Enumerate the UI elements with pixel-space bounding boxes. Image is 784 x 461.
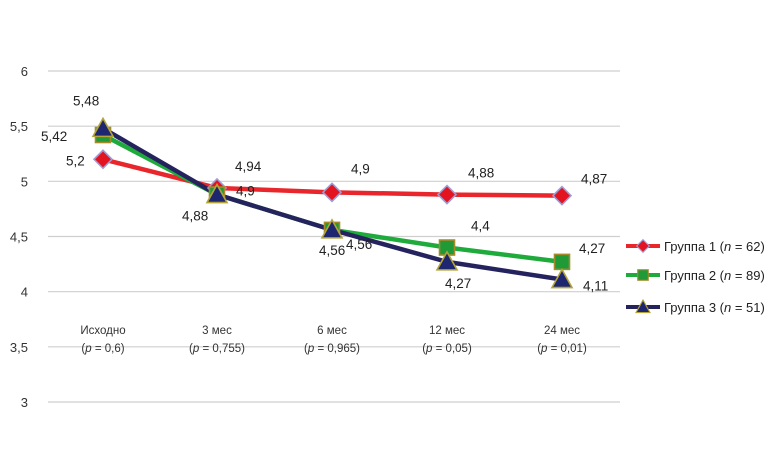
- legend-label: Группа 3 (n = 51): [664, 300, 765, 315]
- data-label-series-2: 4,27: [579, 241, 605, 256]
- legend-label: Группа 2 (n = 89): [664, 268, 765, 283]
- p-open: (: [189, 343, 193, 355]
- x-tick-p-value: (p = 0,755): [189, 343, 245, 355]
- p-value: = 0,755): [199, 343, 245, 355]
- x-tick-label: Исходно: [80, 325, 125, 337]
- p-letter: p: [84, 343, 92, 355]
- p-value: = 0,965): [314, 343, 360, 355]
- x-tick-p-value: (p = 0,6): [81, 343, 124, 355]
- x-tick-p-value: (p = 0,965): [304, 343, 360, 355]
- data-labels: 5,2 4,94 4,9 4,88 4,87 5,42 4,9 4,56 4,4 4,27 5,48…: [41, 93, 608, 293]
- data-point-series-3: [550, 267, 574, 289]
- data-label-series-2: 4,56: [346, 237, 372, 252]
- data-label-series-2: 4,9: [236, 184, 255, 199]
- series-markers: [91, 116, 574, 289]
- data-point-series-3: [91, 116, 115, 138]
- x-axis: Исходно(p = 0,6)3 мес(p = 0,755)6 мес(p …: [80, 325, 587, 355]
- y-tick-label: 3: [21, 395, 28, 410]
- data-point-series-3: [320, 218, 344, 239]
- y-axis: 3 3,5 4 4,5 5 5,5 6: [10, 64, 28, 410]
- x-tick-label: 12 мес: [429, 325, 465, 337]
- data-label-series-3: 4,11: [583, 279, 608, 294]
- data-point-series-1: [92, 149, 114, 170]
- data-point-series-1: [551, 185, 573, 206]
- p-value: = 0,6): [92, 343, 125, 355]
- y-tick-label: 6: [21, 64, 28, 79]
- y-tick-label: 4: [21, 285, 28, 300]
- legend-label: Группа 1 (n = 62): [664, 239, 765, 254]
- data-point-series-1: [436, 184, 458, 205]
- legend-swatch-marker: [635, 238, 651, 254]
- y-tick-label: 4,5: [10, 230, 28, 245]
- legend: Группа 1 (n = 62) Группа 2 (n = 89) Группа…: [626, 238, 765, 315]
- x-tick-label: 24 мес: [544, 325, 580, 337]
- data-label-series-3: 4,27: [445, 276, 471, 291]
- x-tick-p-value: (p = 0,01): [537, 343, 587, 355]
- x-tick-p-value: (p = 0,05): [422, 343, 472, 355]
- p-letter: p: [540, 343, 548, 355]
- data-point-series-3: [435, 250, 459, 271]
- p-open: (: [304, 343, 308, 355]
- data-label-series-2: 4,4: [471, 219, 490, 234]
- p-letter: p: [425, 343, 433, 355]
- p-letter: p: [192, 343, 200, 355]
- legend-item-3: Группа 3 (n = 51): [626, 298, 765, 315]
- data-label-series-2: 5,42: [41, 129, 67, 144]
- p-open: (: [537, 343, 541, 355]
- legend-item-1: Группа 1 (n = 62): [626, 238, 765, 254]
- data-label-series-1: 4,9: [351, 161, 370, 176]
- data-point-series-2: [553, 253, 571, 271]
- grid-lines: [48, 70, 620, 403]
- data-label-series-1: 4,87: [581, 172, 607, 187]
- data-label-series-1: 4,94: [235, 159, 262, 174]
- data-point-series-3: [205, 182, 229, 204]
- p-value: = 0,05): [432, 343, 471, 355]
- data-label-series-3: 5,48: [73, 93, 99, 108]
- legend-swatch-marker: [637, 269, 649, 281]
- data-label-series-1: 4,88: [468, 166, 494, 181]
- x-tick-label: 6 мес: [317, 325, 347, 337]
- data-label-series-1: 5,2: [66, 153, 85, 168]
- data-label-series-3: 4,56: [319, 243, 345, 258]
- y-tick-label: 3,5: [10, 340, 28, 355]
- p-value: = 0,01): [547, 343, 586, 355]
- p-open: (: [422, 343, 426, 355]
- x-tick-label: 3 мес: [202, 325, 232, 337]
- y-tick-label: 5: [21, 174, 28, 189]
- p-letter: p: [307, 343, 315, 355]
- legend-swatch-marker: [635, 298, 651, 314]
- p-open: (: [81, 343, 85, 355]
- y-tick-label: 5,5: [10, 119, 28, 134]
- legend-item-2: Группа 2 (n = 89): [626, 268, 765, 283]
- data-point-series-1: [321, 182, 343, 203]
- data-label-series-3: 4,88: [182, 209, 208, 224]
